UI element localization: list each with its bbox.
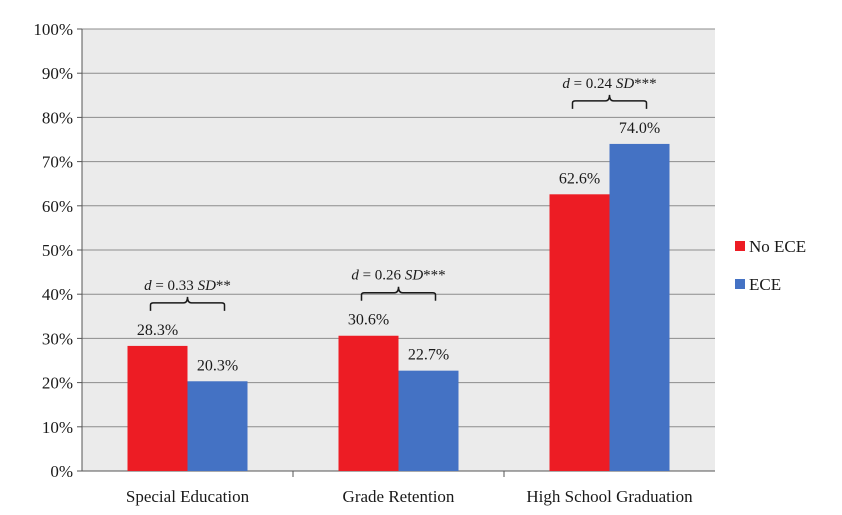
y-tick-label: 0% <box>50 462 73 481</box>
data-label: 20.3% <box>197 357 238 374</box>
y-tick-label: 50% <box>42 241 73 260</box>
legend-swatch <box>735 241 745 251</box>
y-tick-label: 10% <box>42 418 73 437</box>
legend-swatch <box>735 279 745 289</box>
data-label: 22.7% <box>408 347 449 364</box>
effect-bracket <box>571 94 648 109</box>
y-tick-label: 30% <box>42 329 73 348</box>
effect-size-label: d = 0.33 SD** <box>144 278 231 294</box>
effect-size-label: d = 0.26 SD*** <box>351 268 445 284</box>
y-tick-label: 90% <box>42 64 73 83</box>
x-category-label: Grade Retention <box>343 487 455 506</box>
data-label: 62.6% <box>559 170 600 187</box>
bar <box>398 370 459 471</box>
data-label: 28.3% <box>137 322 178 339</box>
y-tick-label: 70% <box>42 153 73 172</box>
effect-bracket <box>149 296 226 311</box>
data-label: 30.6% <box>348 312 389 329</box>
effect-bracket <box>360 286 437 301</box>
y-tick-label: 40% <box>42 285 73 304</box>
x-category-label: Special Education <box>126 487 250 506</box>
bar <box>187 381 248 471</box>
y-tick-label: 20% <box>42 374 73 393</box>
legend-label: ECE <box>749 275 781 294</box>
legend: No ECE ECE <box>735 237 806 294</box>
x-category-label: High School Graduation <box>526 487 693 506</box>
y-axis: 0% 10% 20% 30% 40% 50% 60% 70% 80% 90% 100% <box>33 20 83 481</box>
y-tick-label: 80% <box>42 108 73 127</box>
bar <box>338 335 399 471</box>
y-tick-label: 60% <box>42 197 73 216</box>
y-tick-label: 100% <box>33 20 73 39</box>
effect-size-annotations: d = 0.33 SD** d = 0.26 SD*** d = 0.24 SD**… <box>144 76 657 311</box>
effect-size-label: d = 0.24 SD*** <box>562 76 656 92</box>
legend-label: No ECE <box>749 237 806 256</box>
bar <box>549 194 610 472</box>
data-label: 74.0% <box>619 120 660 137</box>
bar <box>127 345 188 471</box>
bar <box>609 143 670 472</box>
x-axis: Special Education Grade Retention High Sch… <box>82 470 715 506</box>
bars: 28.3% 20.3% 30.6% 22.7% 62.6% 74.0% <box>127 120 670 472</box>
